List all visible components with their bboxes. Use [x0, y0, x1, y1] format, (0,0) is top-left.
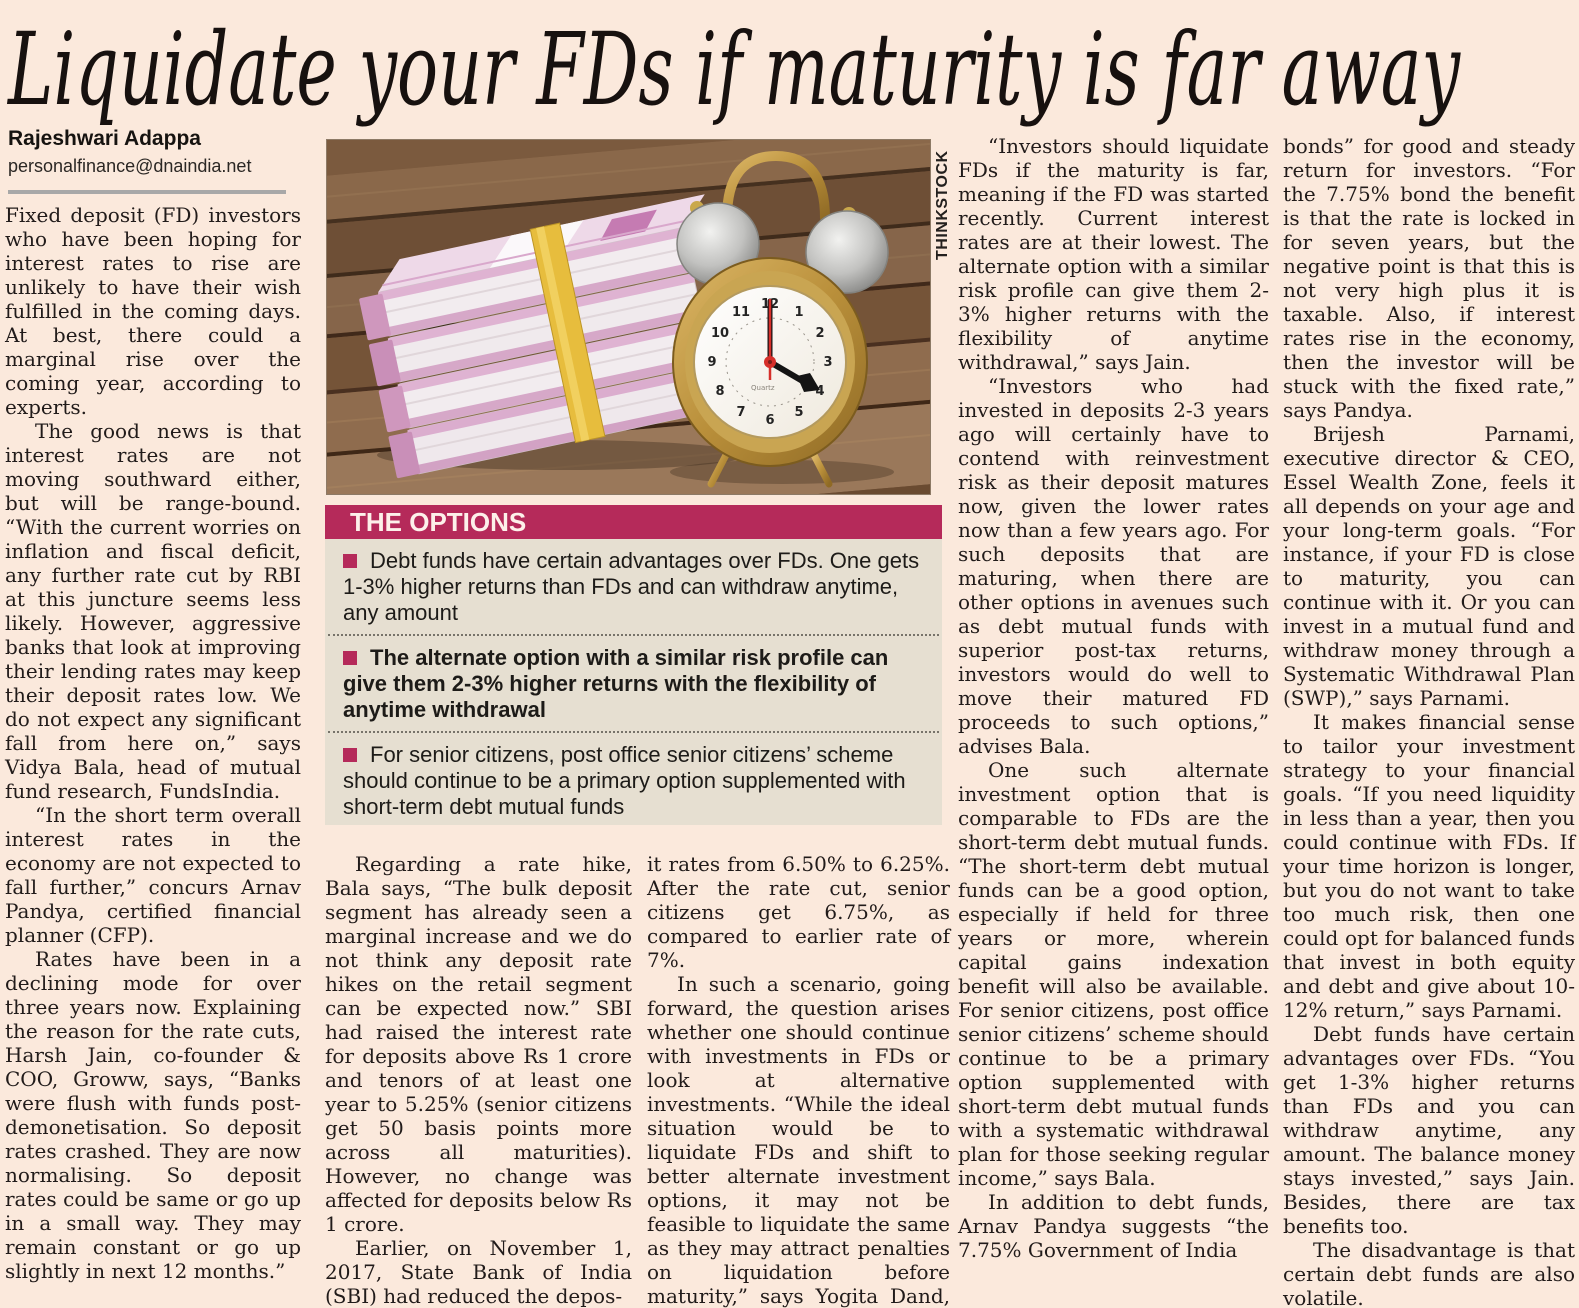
- paragraph: “Investors should liquidate FDs if the m…: [958, 134, 1269, 374]
- paragraph: In such a scenario, going forward, the q…: [647, 972, 950, 1308]
- column-3: it rates from 6.50% to 6.25%. After the …: [647, 852, 950, 1308]
- options-item-text: Debt funds have certain advantages over …: [343, 548, 920, 625]
- headline-text: Liquidate your FDs if maturity is far aw…: [7, 11, 1461, 128]
- clock-numeral: 3: [823, 355, 832, 370]
- article-photo: 1 2 3 4 5 6 7 8 9 10 11 12 Quartz: [227, 46, 1048, 603]
- byline-author: Rajeshwari Adappa: [8, 127, 201, 150]
- byline-email: personalfinance@dnaindia.net: [8, 156, 252, 176]
- paragraph: Regarding a rate hike, Bala says, “The b…: [325, 852, 632, 1236]
- bullet-square-icon: [343, 554, 357, 568]
- headline: Liquidate your FDs if maturity is far aw…: [7, 11, 1461, 128]
- bullet-square-icon: [343, 748, 357, 762]
- clock-numeral: 8: [715, 384, 724, 399]
- paragraph: Earlier, on November 1, 2017, State Bank…: [325, 1236, 632, 1308]
- column-2: Regarding a rate hike, Bala says, “The b…: [325, 852, 632, 1308]
- options-item: The alternate option with a similar risk…: [325, 636, 942, 731]
- paragraph: it rates from 6.50% to 6.25%. After the …: [647, 852, 950, 972]
- column-4: “Investors should liquidate FDs if the m…: [958, 134, 1269, 1262]
- paragraph: The disadvantage is that certain debt fu…: [1283, 1238, 1575, 1308]
- clock-numeral: 10: [711, 326, 729, 341]
- clock-numerals: 1 2 3 4 5 6 7 8 9 10 11 12: [707, 297, 832, 428]
- paragraph: Fixed deposit (FD) investors who have be…: [5, 203, 301, 419]
- clock-shadow: [670, 460, 894, 484]
- paragraph: bonds” for good and steady return for in…: [1283, 134, 1575, 422]
- photo-illustration: 1 2 3 4 5 6 7 8 9 10 11 12 Quartz: [227, 46, 1048, 603]
- options-box-title: THE OPTIONS: [325, 505, 942, 539]
- dotted-divider: [328, 731, 939, 733]
- clock-numeral: 11: [732, 305, 750, 320]
- byline-divider: [8, 190, 286, 194]
- paragraph: It makes financial sense to tailor your …: [1283, 710, 1575, 1022]
- bullet-square-icon: [343, 651, 357, 665]
- paragraph: “In the short term overall interest rate…: [5, 803, 301, 947]
- clock-numeral: 2: [815, 326, 824, 341]
- clock-numeral: 5: [794, 405, 803, 420]
- clock-numeral: 6: [765, 413, 774, 428]
- paragraph: “Investors who had invested in deposits …: [958, 374, 1269, 758]
- options-item: For senior citizens, post office senior …: [325, 733, 942, 825]
- paragraph: Debt funds have certain advantages over …: [1283, 1022, 1575, 1238]
- clock-numeral: 1: [794, 305, 803, 320]
- paragraph: Rates have been in a declining mode for …: [5, 947, 301, 1283]
- clock-hands: [764, 298, 820, 392]
- paragraph: In addition to debt funds, Arnav Pandya …: [958, 1190, 1269, 1262]
- photo-credit: THINKSTOCK: [934, 150, 951, 260]
- clock-numeral: 9: [707, 355, 716, 370]
- column-5: bonds” for good and steady return for in…: [1283, 134, 1575, 1308]
- clock-handle: [722, 150, 830, 223]
- dotted-divider: [328, 634, 939, 636]
- options-item-text: For senior citizens, post office senior …: [343, 742, 906, 819]
- column-1: Fixed deposit (FD) investors who have be…: [5, 203, 301, 1283]
- options-item: Debt funds have certain advantages over …: [325, 539, 942, 634]
- alarm-clock: 1 2 3 4 5 6 7 8 9 10 11 12 Quartz: [672, 150, 889, 488]
- paragraph: Brijesh Parnami, executive director & CE…: [1283, 422, 1575, 710]
- clock-brand-label: Quartz: [751, 384, 775, 392]
- money-stack: [359, 194, 722, 479]
- options-box: THE OPTIONS Debt funds have certain adva…: [325, 505, 942, 825]
- paragraph: One such alternate investment option tha…: [958, 758, 1269, 1190]
- options-item-text: The alternate option with a similar risk…: [343, 645, 889, 722]
- paragraph: The good news is that interest rates are…: [5, 419, 301, 803]
- clock-numeral: 4: [815, 384, 824, 399]
- clock-numeral: 7: [736, 405, 745, 420]
